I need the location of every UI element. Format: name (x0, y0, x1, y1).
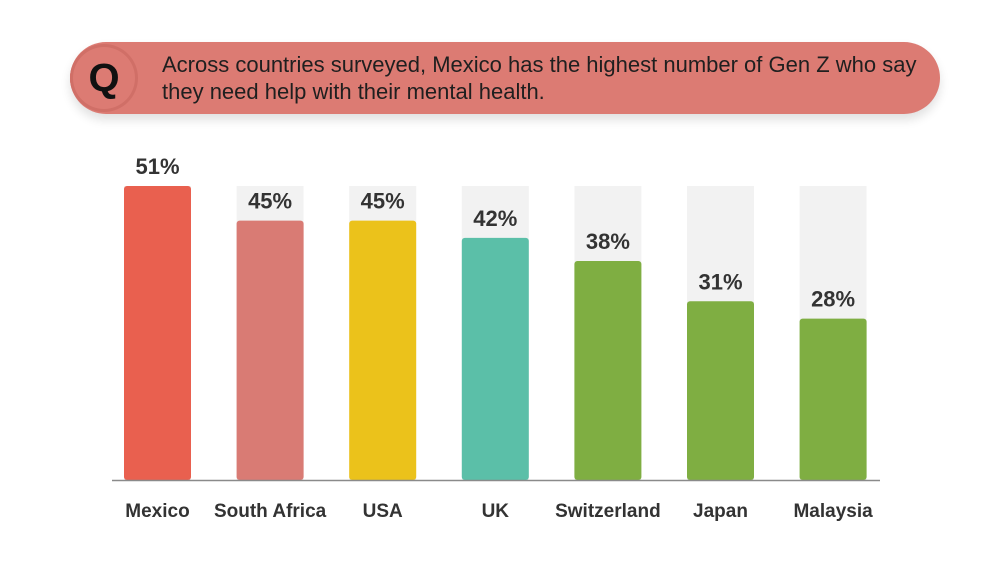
value-label-south-africa: 45% (248, 189, 292, 214)
bar-japan (687, 301, 754, 480)
question-text: Across countries surveyed, Mexico has th… (162, 52, 917, 104)
category-label-switzerland: Switzerland (555, 501, 661, 522)
bar-malaysia (799, 318, 867, 480)
question-icon-letter: Q (88, 56, 120, 100)
bar-switzerland (574, 260, 642, 480)
category-label-japan: Japan (693, 501, 748, 522)
value-label-mexico: 51% (135, 154, 179, 179)
category-label-uk: UK (482, 501, 510, 522)
category-label-mexico: Mexico (125, 501, 189, 522)
value-label-malaysia: 28% (811, 287, 855, 312)
bar-uk (461, 237, 529, 480)
category-label-south-africa: South Africa (214, 501, 327, 522)
question-icon: Q (70, 44, 138, 112)
category-label-usa: USA (363, 501, 403, 522)
question-banner: Q Across countries surveyed, Mexico has … (70, 42, 940, 114)
category-label-malaysia: Malaysia (793, 501, 873, 522)
bar-usa (349, 220, 417, 480)
value-label-usa: 45% (361, 189, 405, 214)
value-label-japan: 31% (698, 269, 742, 294)
value-label-uk: 42% (473, 206, 517, 231)
value-label-switzerland: 38% (586, 229, 630, 254)
bar-mexico (124, 186, 191, 480)
bar-south-africa (236, 220, 304, 480)
